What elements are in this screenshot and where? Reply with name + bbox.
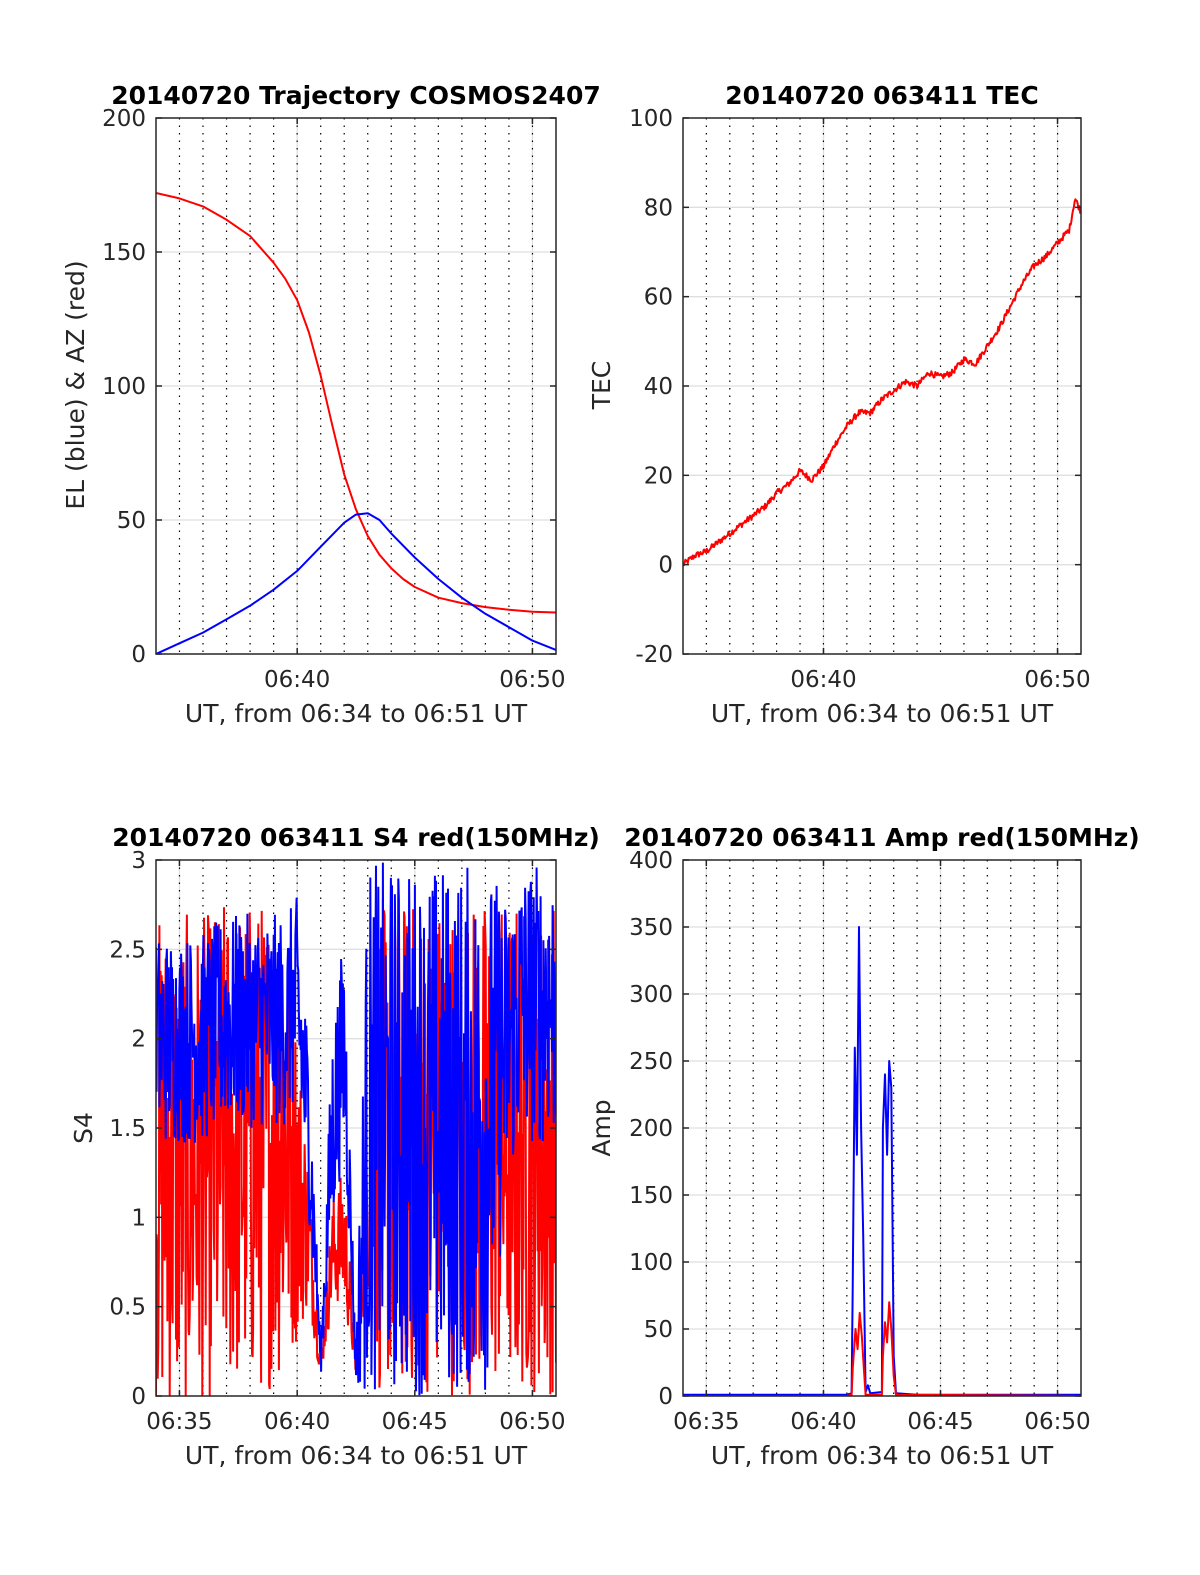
- y-tick-label: 100: [629, 1250, 673, 1276]
- y-tick-label: 1: [131, 1205, 146, 1231]
- series-line: [683, 926, 1081, 1396]
- y-tick-label: 150: [102, 240, 146, 266]
- y-tick-label: 350: [629, 915, 673, 941]
- x-axis-label: UT, from 06:34 to 06:51 UT: [711, 1441, 1054, 1470]
- amp-panel: 20140720 063411 Amp red(150MHz) UT, from…: [587, 823, 1140, 1470]
- trajectory-panel: 20140720 Trajectory COSMOS2407 UT, from …: [61, 81, 601, 728]
- series-line: [156, 512, 556, 654]
- x-tick-label: 06:40: [264, 667, 330, 693]
- series-line: [156, 862, 556, 1396]
- y-tick-label: 400: [629, 848, 673, 874]
- x-tick-label: 06:50: [499, 1409, 565, 1435]
- y-tick-label: 2.5: [109, 937, 146, 963]
- y-tick-label: 1.5: [109, 1116, 146, 1142]
- series-line: [683, 1301, 1081, 1396]
- y-tick-label: 50: [117, 508, 146, 534]
- y-axis-label: TEC: [587, 361, 616, 411]
- plot-area: [683, 198, 1081, 567]
- y-axis-label: Amp: [587, 1099, 616, 1156]
- series-line: [683, 198, 1081, 567]
- x-tick-label: 06:40: [264, 1409, 330, 1435]
- y-tick-label: 300: [629, 982, 673, 1008]
- chart-title: 20140720 063411 S4 red(150MHz): [112, 823, 600, 852]
- y-tick-label: 20: [644, 463, 673, 489]
- x-tick-label: 06:40: [790, 667, 856, 693]
- y-axis-label: EL (blue) & AZ (red): [61, 260, 90, 509]
- chart-title: 20140720 Trajectory COSMOS2407: [111, 81, 601, 110]
- y-tick-label: 0: [131, 1384, 146, 1410]
- y-axis-label: S4: [69, 1112, 98, 1144]
- y-tick-label: 60: [644, 285, 673, 311]
- y-tick-label: 0: [131, 642, 146, 668]
- x-tick-label: 06:35: [673, 1409, 739, 1435]
- x-tick-label: 06:50: [1024, 667, 1090, 693]
- y-tick-label: 0.5: [109, 1295, 146, 1321]
- y-tick-label: 80: [644, 195, 673, 221]
- y-tick-label: -20: [635, 642, 673, 668]
- plot-area: [156, 192, 556, 654]
- grid: [683, 118, 1081, 654]
- series-line: [156, 192, 556, 614]
- y-tick-label: 150: [629, 1183, 673, 1209]
- x-tick-label: 06:45: [907, 1409, 973, 1435]
- grid: [156, 118, 556, 654]
- plot-area: [683, 926, 1081, 1396]
- y-tick-label: 200: [102, 106, 146, 132]
- x-tick-label: 06:35: [146, 1409, 212, 1435]
- chart-title: 20140720 063411 TEC: [725, 81, 1038, 110]
- x-tick-label: 06:50: [1024, 1409, 1090, 1435]
- y-tick-label: 50: [644, 1317, 673, 1343]
- y-tick-label: 250: [629, 1049, 673, 1075]
- s4-panel: 20140720 063411 S4 red(150MHz) UT, from …: [69, 823, 600, 1470]
- x-axis-label: UT, from 06:34 to 06:51 UT: [185, 1441, 528, 1470]
- plot-area: [156, 862, 556, 1396]
- x-tick-label: 06:40: [790, 1409, 856, 1435]
- x-tick-label: 06:50: [499, 667, 565, 693]
- x-tick-label: 06:45: [382, 1409, 448, 1435]
- y-tick-label: 0: [658, 1384, 673, 1410]
- y-tick-label: 0: [658, 553, 673, 579]
- y-tick-label: 100: [629, 106, 673, 132]
- y-tick-label: 200: [629, 1116, 673, 1142]
- y-tick-label: 3: [131, 848, 146, 874]
- y-tick-label: 100: [102, 374, 146, 400]
- x-axis-label: UT, from 06:34 to 06:51 UT: [185, 699, 528, 728]
- tec-panel: 20140720 063411 TEC UT, from 06:34 to 06…: [587, 81, 1091, 728]
- chart-title: 20140720 063411 Amp red(150MHz): [624, 823, 1140, 852]
- y-tick-label: 40: [644, 374, 673, 400]
- x-axis-label: UT, from 06:34 to 06:51 UT: [711, 699, 1054, 728]
- y-tick-label: 2: [131, 1027, 146, 1053]
